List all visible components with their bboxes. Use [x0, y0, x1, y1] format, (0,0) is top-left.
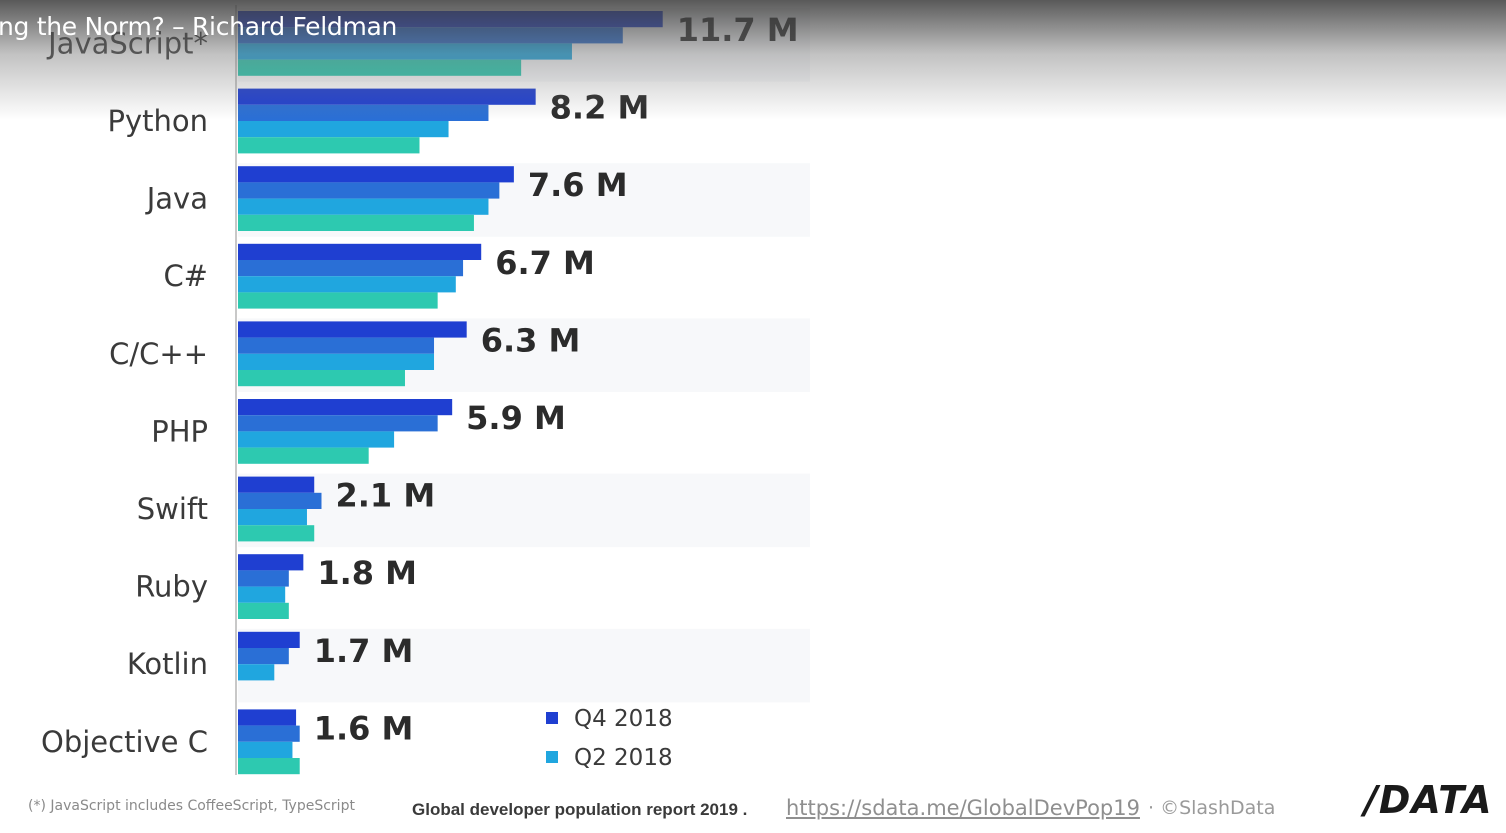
category-label: C/C++ — [109, 337, 208, 371]
footnote: (*) JavaScript includes CoffeeScript, Ty… — [28, 798, 355, 814]
report-title: Global developer population report 2019 … — [412, 800, 748, 819]
category-label: Java — [145, 182, 208, 216]
bar — [238, 648, 289, 665]
bar — [238, 353, 435, 370]
value-label: 2.1 M — [335, 477, 435, 515]
bar — [238, 370, 405, 387]
category-label: Ruby — [135, 570, 208, 604]
bar — [238, 447, 369, 464]
value-label: 1.7 M — [314, 632, 414, 670]
legend-label: Q2 2018 — [574, 745, 673, 771]
bar — [238, 525, 315, 542]
bar — [238, 664, 275, 681]
row-band — [238, 473, 810, 548]
bar — [238, 631, 300, 648]
value-label: 5.9 M — [466, 399, 566, 437]
video-title[interactable]: ng the Norm? – Richard Feldman — [0, 12, 398, 41]
bar — [238, 198, 489, 215]
bar — [238, 166, 514, 183]
legend-swatch — [546, 712, 558, 724]
bar — [238, 137, 420, 154]
bar — [238, 182, 500, 199]
bar — [238, 509, 307, 526]
slashdata-logo: /DATA — [1364, 778, 1493, 822]
bar — [238, 260, 464, 277]
bar — [238, 399, 453, 416]
bar — [238, 492, 322, 509]
bar — [238, 709, 297, 726]
bar — [238, 321, 467, 338]
category-label: C# — [163, 259, 208, 293]
bar — [238, 337, 435, 354]
bar — [238, 243, 482, 260]
bar — [238, 586, 286, 603]
legend-swatch — [546, 751, 558, 763]
bar — [238, 554, 304, 571]
bar — [238, 476, 315, 493]
category-label: PHP — [151, 414, 208, 448]
report-link[interactable]: https://sdata.me/GlobalDevPop19 — [786, 796, 1140, 820]
bar — [238, 431, 395, 448]
category-label: Objective C — [41, 725, 208, 759]
category-labels: JavaScript*PythonJavaC#C/C++PHPSwiftRuby… — [41, 26, 208, 758]
legend: Q4 2018 Q2 2018 — [546, 706, 673, 771]
value-label: 1.8 M — [317, 554, 417, 592]
value-label: 7.6 M — [528, 166, 628, 204]
value-label: 6.7 M — [495, 244, 595, 282]
bar — [238, 725, 300, 742]
bar — [238, 741, 293, 758]
bar — [238, 121, 449, 138]
video-title-overlay — [0, 0, 1506, 120]
bar — [238, 214, 474, 231]
value-label: 1.6 M — [314, 709, 414, 747]
copyright: · ©SlashData — [1148, 797, 1276, 819]
bar — [238, 415, 438, 432]
row-band — [238, 628, 810, 703]
legend-label: Q4 2018 — [574, 706, 673, 732]
bar — [238, 602, 289, 619]
bar — [238, 570, 289, 587]
bar — [238, 276, 456, 293]
bar — [238, 758, 300, 775]
bar — [238, 292, 438, 309]
value-label: 6.3 M — [481, 321, 581, 359]
category-label: Swift — [137, 492, 208, 526]
category-label: Kotlin — [127, 647, 208, 681]
